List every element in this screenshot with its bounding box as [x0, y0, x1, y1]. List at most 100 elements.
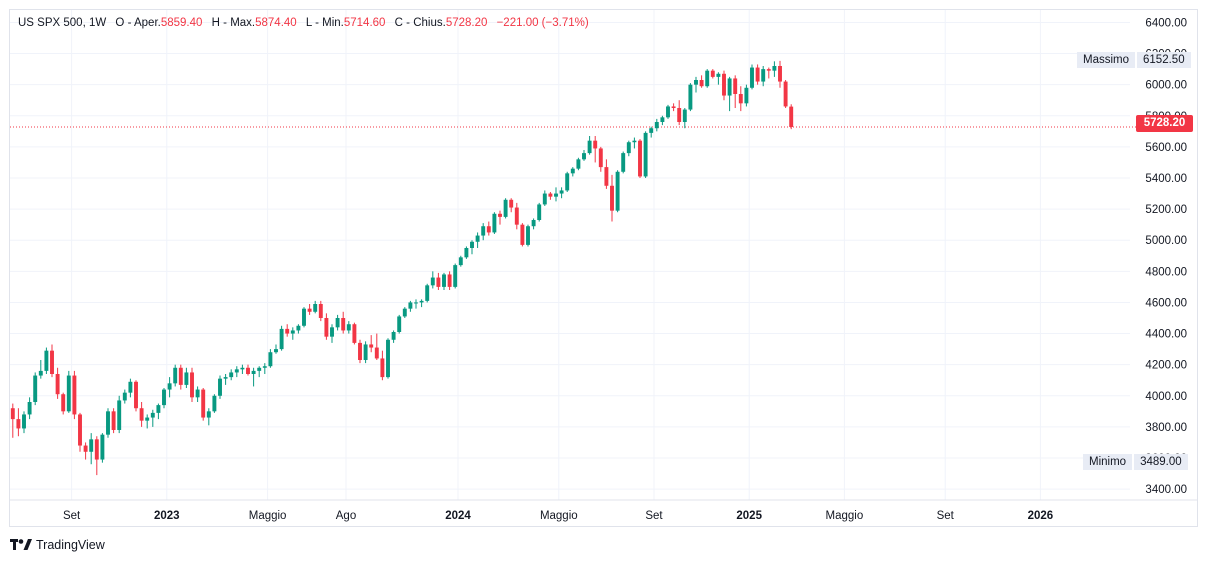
- candle-body: [374, 347, 379, 359]
- symbol-label: US SPX 500, 1W: [18, 17, 107, 29]
- candle-body: [290, 330, 295, 334]
- candle-body: [262, 366, 267, 368]
- candle-body: [677, 108, 682, 122]
- low-dash: -: [315, 17, 319, 29]
- candle-body: [526, 226, 530, 245]
- candle-body: [66, 375, 71, 412]
- candle-body: [772, 66, 777, 71]
- candle-body: [666, 106, 670, 118]
- candle-body: [654, 122, 659, 129]
- tradingview-logo-icon: [10, 539, 32, 550]
- candle-body: [162, 389, 166, 406]
- candle-body: [117, 400, 122, 430]
- tradingview-brand[interactable]: TradingView: [10, 538, 105, 552]
- candle-body: [391, 332, 396, 340]
- candle-body: [313, 304, 318, 312]
- x-tick-label: Maggio: [249, 510, 287, 522]
- high-dash: -: [223, 17, 227, 29]
- candle-body: [190, 372, 194, 398]
- candle-body: [128, 381, 133, 393]
- candle-body: [234, 369, 239, 373]
- candle-body: [425, 285, 430, 301]
- ohlc-legend: US SPX 500, 1W O - Aper.5859.40 H - Max.…: [18, 17, 589, 29]
- candle-body: [100, 434, 105, 460]
- y-tick-label: 6000.00: [1145, 80, 1187, 92]
- candle-body: [470, 241, 474, 248]
- y-tick-label: 4800.00: [1145, 266, 1187, 278]
- candle-body: [486, 226, 491, 233]
- candle-body: [548, 193, 553, 197]
- candle-body: [621, 153, 626, 172]
- y-axis-labels: 3400.003600.003800.004000.004200.004400.…: [1145, 17, 1187, 496]
- high-marker-value: 6152.50: [1137, 52, 1191, 68]
- candle-body: [710, 70, 715, 77]
- high-marker: Massimo 6152.50: [1077, 52, 1191, 68]
- candle-body: [442, 274, 446, 287]
- candle-body: [61, 394, 66, 412]
- candle-body: [145, 417, 150, 421]
- candle-body: [195, 389, 200, 398]
- high-marker-label: Massimo: [1077, 52, 1136, 68]
- candle-body: [268, 352, 273, 367]
- candle-body: [447, 274, 452, 287]
- candle-body: [705, 70, 710, 87]
- candle-body: [453, 265, 458, 287]
- candle-body: [218, 378, 222, 396]
- candle-body: [173, 367, 178, 384]
- y-tick-label: 5600.00: [1145, 142, 1187, 154]
- candle-body: [498, 213, 502, 217]
- candle-body: [537, 204, 542, 220]
- candle-body: [246, 367, 250, 374]
- candle-body: [727, 78, 732, 96]
- candle-body: [369, 344, 374, 348]
- candle-body: [274, 349, 278, 353]
- candle-body: [89, 439, 94, 452]
- candle-body: [380, 358, 385, 378]
- candle-body: [346, 324, 351, 331]
- candle-body: [509, 199, 514, 208]
- x-tick-label: 2024: [445, 510, 471, 522]
- candle-body: [285, 328, 290, 334]
- candle-body: [324, 318, 329, 337]
- candle-body: [72, 375, 77, 415]
- change-value: −221.00 (−3.71%): [496, 17, 589, 29]
- open-key: O: [115, 17, 125, 29]
- low-marker-label: Minimo: [1083, 454, 1133, 470]
- candle-body: [257, 367, 262, 371]
- candle-body: [10, 408, 15, 420]
- candle-body: [414, 302, 418, 304]
- chart-frame: [9, 9, 1198, 527]
- candle-body: [178, 367, 183, 385]
- candle-body: [587, 140, 592, 154]
- x-tick-label: Maggio: [826, 510, 864, 522]
- candle-body: [22, 414, 26, 429]
- candle-body: [565, 173, 570, 191]
- y-tick-label: 3400.00: [1145, 484, 1187, 496]
- candle-body: [688, 84, 693, 110]
- candle-body: [638, 140, 642, 177]
- candle-body: [755, 67, 760, 82]
- last-price-tag: 5728.20: [1136, 115, 1193, 132]
- candle-body: [134, 381, 138, 409]
- candle-body: [436, 277, 441, 287]
- candle-body: [184, 372, 189, 385]
- candle-body: [122, 392, 127, 401]
- candle-body: [610, 185, 614, 211]
- close-prefix: Chius.: [413, 17, 446, 29]
- candle-body: [716, 73, 721, 77]
- candle-body: [671, 106, 676, 108]
- x-axis-labels: Set 2023 Maggio Ago 2024 Maggio Set 2025 Maggio S…: [63, 510, 1053, 522]
- candle-body: [778, 66, 782, 82]
- close-key: C: [394, 17, 403, 29]
- candle-body: [475, 235, 480, 242]
- candle-body: [660, 117, 665, 122]
- candle-body: [559, 190, 564, 194]
- y-tick-label: 6400.00: [1145, 17, 1187, 29]
- candle-body: [744, 87, 749, 104]
- candle-body: [593, 140, 598, 149]
- candle-body: [582, 153, 586, 160]
- x-tick-label: 2026: [1028, 510, 1054, 522]
- grid-lines: [10, 10, 1130, 500]
- x-tick-label: Set: [645, 510, 663, 522]
